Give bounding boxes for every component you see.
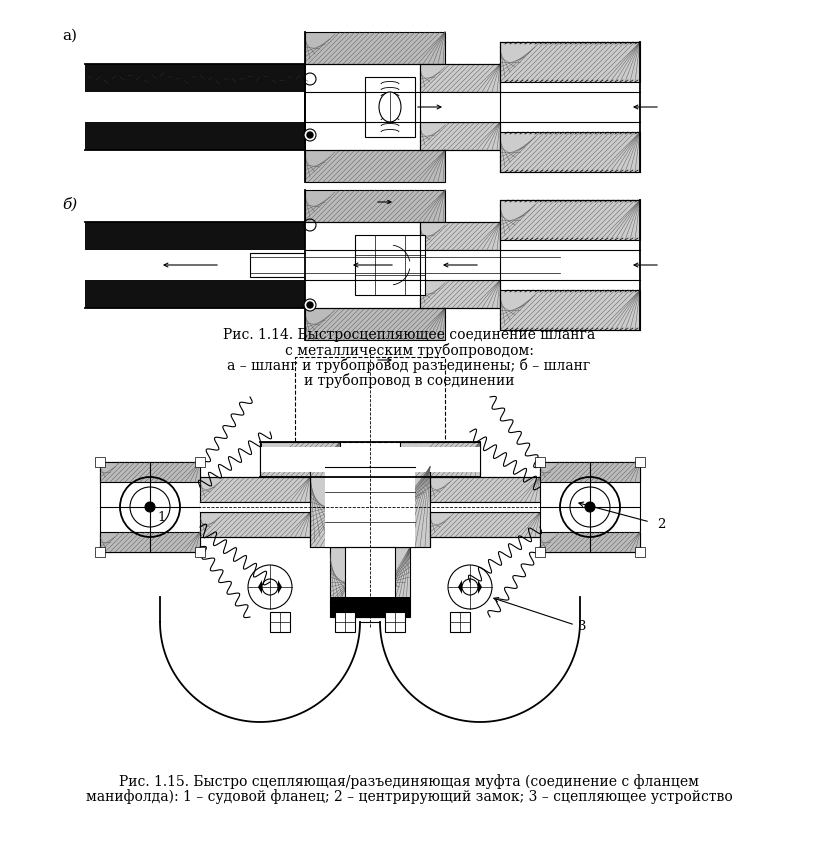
- Bar: [635, 547, 645, 557]
- Circle shape: [304, 299, 316, 311]
- Bar: [270, 612, 290, 632]
- Bar: [260, 447, 480, 472]
- Bar: [450, 612, 470, 632]
- Bar: [85, 92, 305, 122]
- Bar: [95, 457, 105, 467]
- Text: а): а): [62, 29, 77, 43]
- Bar: [330, 597, 375, 617]
- Bar: [385, 612, 405, 632]
- Bar: [370, 547, 410, 617]
- Bar: [540, 532, 640, 552]
- Polygon shape: [478, 580, 482, 594]
- Bar: [325, 467, 415, 547]
- Polygon shape: [278, 580, 282, 594]
- Bar: [420, 222, 500, 250]
- Bar: [85, 250, 305, 280]
- Polygon shape: [458, 580, 462, 594]
- Bar: [195, 457, 205, 467]
- Bar: [250, 253, 560, 277]
- Text: 3: 3: [578, 621, 586, 633]
- Bar: [365, 597, 410, 617]
- Bar: [540, 462, 640, 552]
- Bar: [200, 477, 310, 502]
- Bar: [260, 442, 340, 477]
- Bar: [500, 42, 640, 82]
- Circle shape: [145, 502, 155, 512]
- Text: манифолда): 1 – судовой фланец; 2 – центрирующий замок; 3 – сцепляющее устройств: манифолда): 1 – судовой фланец; 2 – цент…: [86, 789, 732, 804]
- Circle shape: [304, 129, 316, 141]
- Text: б): б): [62, 197, 77, 211]
- Circle shape: [585, 502, 595, 512]
- Polygon shape: [146, 503, 154, 511]
- Text: a – шланг и трубопровод разъединены; б – шланг: a – шланг и трубопровод разъединены; б –…: [228, 358, 590, 373]
- Bar: [430, 477, 540, 502]
- Bar: [100, 532, 200, 552]
- Bar: [355, 235, 425, 295]
- Bar: [310, 467, 370, 547]
- Circle shape: [307, 302, 313, 308]
- Text: с металлическим трубопроводом:: с металлическим трубопроводом:: [284, 343, 533, 358]
- Bar: [330, 547, 370, 617]
- Bar: [500, 290, 640, 330]
- Bar: [305, 190, 445, 222]
- Bar: [335, 612, 355, 632]
- Bar: [305, 308, 445, 340]
- Text: Рис. 1.14. Быстросцепляющее соединение шланга: Рис. 1.14. Быстросцепляющее соединение ш…: [223, 328, 595, 342]
- Bar: [305, 92, 645, 122]
- Bar: [500, 132, 640, 172]
- Bar: [365, 77, 415, 137]
- Bar: [85, 122, 305, 150]
- Bar: [200, 502, 310, 512]
- Bar: [305, 250, 645, 280]
- Bar: [85, 222, 305, 250]
- Ellipse shape: [379, 92, 401, 122]
- Bar: [370, 467, 430, 547]
- Bar: [345, 547, 395, 617]
- Bar: [430, 502, 540, 512]
- Bar: [635, 457, 645, 467]
- Bar: [85, 280, 305, 308]
- Bar: [305, 32, 445, 64]
- Polygon shape: [586, 503, 594, 511]
- Bar: [540, 462, 640, 482]
- Text: 2: 2: [657, 518, 665, 530]
- Bar: [100, 462, 200, 482]
- Bar: [420, 280, 500, 308]
- Bar: [85, 64, 305, 92]
- Bar: [535, 457, 545, 467]
- Bar: [100, 462, 200, 552]
- Bar: [295, 357, 445, 442]
- Text: 1: 1: [158, 511, 166, 524]
- Bar: [430, 512, 540, 537]
- Bar: [195, 547, 205, 557]
- Text: Рис. 1.15. Быстро сцепляющая/разъединяющая муфта (соединение с фланцем: Рис. 1.15. Быстро сцепляющая/разъединяющ…: [119, 774, 699, 789]
- Circle shape: [307, 132, 313, 138]
- Bar: [200, 512, 310, 537]
- Bar: [305, 150, 445, 182]
- Bar: [95, 547, 105, 557]
- Text: и трубопровод в соединении: и трубопровод в соединении: [304, 373, 514, 388]
- Bar: [535, 547, 545, 557]
- Polygon shape: [258, 580, 262, 594]
- Bar: [420, 64, 500, 92]
- Bar: [420, 122, 500, 150]
- Bar: [400, 442, 480, 477]
- Bar: [500, 200, 640, 240]
